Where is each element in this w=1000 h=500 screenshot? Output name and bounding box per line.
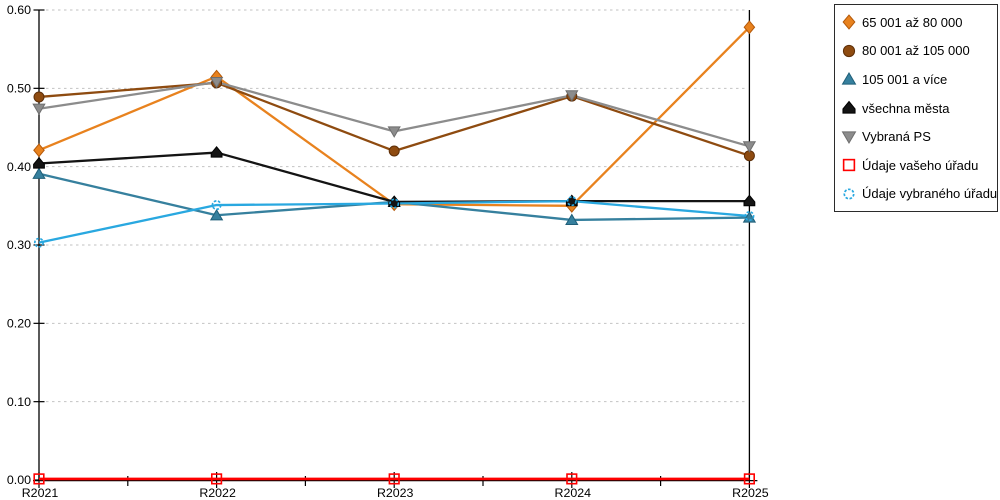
circle-legend-icon <box>842 44 856 57</box>
pentagon-up-marker-icon <box>743 194 756 207</box>
series-line-3 <box>38 151 750 204</box>
pentagon-up-marker-icon <box>210 145 223 158</box>
y-tick-label: 0.30 <box>7 238 31 252</box>
legend-item: 80 001 až 105 000 <box>841 37 995 66</box>
legend-item: 65 001 až 80 000 <box>841 8 995 37</box>
y-tick-label: 0.00 <box>7 473 31 487</box>
triangle-up-legend-icon <box>841 72 857 86</box>
y-tick-label: 0.60 <box>7 3 31 17</box>
pentagon-up-legend-icon <box>842 100 856 114</box>
circle-marker-icon <box>842 44 856 57</box>
diamond-marker-icon <box>33 143 45 158</box>
pentagon-up-marker-icon <box>33 156 45 169</box>
circle-open-marker-icon <box>389 198 400 209</box>
legend-item: Údaje vašeho úřadu <box>841 151 995 180</box>
legend-label: Vybraná PS <box>862 129 931 145</box>
triangle-down-marker-icon <box>565 90 579 102</box>
x-tick-label: R2023 <box>377 486 414 500</box>
legend: 65 001 až 80 000 80 001 až 105 000 105 001… <box>834 4 998 212</box>
legend-item: Vybraná PS <box>841 122 995 151</box>
x-tick-label: R2025 <box>732 486 769 500</box>
x-tick-label: R2022 <box>199 486 236 500</box>
circle-open-marker-icon <box>744 210 755 222</box>
circle-marker-icon <box>388 145 400 157</box>
y-tick-label: 0.40 <box>7 160 31 174</box>
square-open-marker-icon <box>566 473 578 485</box>
x-tick-label: R2021 <box>22 486 59 500</box>
square-open-marker-icon <box>33 473 45 485</box>
square-open-marker-icon <box>211 473 223 485</box>
triangle-up-marker-icon <box>32 167 46 179</box>
x-tick-label: R2024 <box>555 486 592 500</box>
square-open-marker-icon <box>388 473 400 485</box>
triangle-up-marker-icon <box>209 208 224 221</box>
legend-label: 105 001 a více <box>862 71 948 87</box>
triangle-down-marker-icon <box>387 126 401 138</box>
triangle-down-marker-icon <box>209 76 224 89</box>
legend-item: 105 001 a více <box>841 65 995 94</box>
triangle-down-marker-icon <box>742 141 757 153</box>
circle-marker-icon <box>33 91 45 103</box>
triangle-down-marker-icon <box>841 131 857 144</box>
legend-label: 80 001 až 105 000 <box>862 43 970 59</box>
circle-open-marker-icon <box>211 200 222 211</box>
diamond-marker-icon <box>842 14 856 31</box>
legend-label: Údaje vybraného úřadu <box>862 186 998 202</box>
circle-open-legend-icon <box>843 188 855 200</box>
y-tick-label: 0.20 <box>7 317 31 331</box>
diamond-legend-icon <box>842 14 856 31</box>
square-open-legend-icon <box>842 159 856 172</box>
legend-label: všechna města <box>862 100 950 116</box>
legend-label: Údaje vašeho úřadu <box>862 157 979 173</box>
square-open-marker-icon <box>743 473 755 485</box>
y-tick-label: 0.10 <box>7 395 31 409</box>
triangle-down-legend-icon <box>841 131 857 144</box>
circle-open-marker-icon <box>843 188 855 200</box>
triangle-down-marker-icon <box>32 103 46 116</box>
triangle-up-marker-icon <box>841 72 857 86</box>
legend-label: 65 001 až 80 000 <box>862 14 963 30</box>
diamond-marker-icon <box>743 20 756 35</box>
y-tick-label: 0.50 <box>7 82 31 96</box>
legend-item: všechna města <box>841 94 995 123</box>
legend-item: Údaje vybraného úřadu <box>841 180 998 209</box>
pentagon-up-marker-icon <box>842 100 856 114</box>
triangle-up-marker-icon <box>565 213 579 226</box>
circle-open-marker-icon <box>566 196 577 207</box>
circle-open-marker-icon <box>33 237 45 248</box>
square-open-marker-icon <box>842 159 856 172</box>
